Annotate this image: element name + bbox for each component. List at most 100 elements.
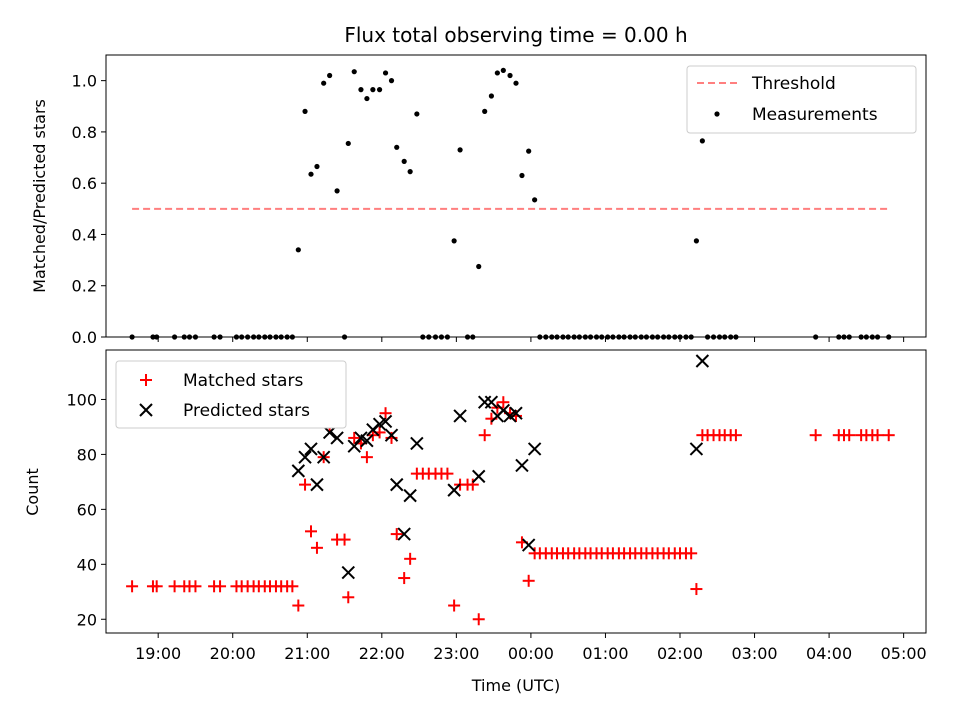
legend-predicted-swatch: [139, 403, 153, 417]
top-y-tick-label: 0.6: [72, 174, 97, 193]
predicted-stars-marker: [330, 431, 344, 445]
measurements-point: [321, 80, 327, 86]
bottom-y-tick-label: 100: [66, 390, 97, 409]
bottom-x-tick-label: 05:00: [881, 644, 927, 663]
measurements-point: [500, 67, 506, 73]
top-y-tick-label: 1.0: [72, 72, 97, 91]
measurements-point: [388, 78, 395, 84]
matched-stars-marker: [310, 541, 323, 554]
top-panel: Flux total observing time = 0.00 h 0.00.…: [30, 23, 927, 347]
measurements-point: [482, 108, 488, 114]
legend-measurements-label: Measurements: [752, 105, 878, 125]
bottom-y-tick-label: 40: [77, 555, 97, 574]
bottom-marks: [126, 354, 895, 626]
bottom-y-tick-label: 60: [77, 500, 97, 519]
matched-stars-marker: [729, 429, 742, 442]
legend-measurements-swatch: [714, 111, 720, 117]
top-marks: [129, 67, 892, 340]
legend-matched-swatch: [140, 374, 152, 386]
measurements-point: [407, 169, 413, 175]
matched-stars-marker: [497, 396, 510, 409]
top-x-ticks: [157, 337, 905, 342]
top-y-tick-label: 0.8: [72, 123, 97, 142]
predicted-stars-marker: [304, 442, 318, 456]
bottom-x-ticks: 19:00 20:00 21:00 22:00 23:00 00:00 01:00 02:00…: [135, 633, 927, 663]
top-y-ticks: 0.0 0.2 0.4 0.6 0.8 1.0: [72, 72, 106, 347]
measurements-point: [327, 72, 333, 79]
measurements-point: [334, 188, 340, 194]
predicted-stars-marker: [695, 354, 710, 368]
matched-stars-marker: [448, 599, 461, 612]
predicted-stars-marker: [378, 414, 393, 429]
predicted-stars-marker: [390, 477, 404, 492]
predicted-stars-marker: [410, 436, 424, 451]
measurements-point: [414, 111, 420, 117]
matched-stars-marker: [390, 528, 403, 541]
matched-stars-marker: [478, 429, 491, 442]
matched-stars-marker: [342, 591, 355, 604]
predicted-stars-marker: [316, 450, 331, 464]
matched-stars-marker: [189, 580, 202, 593]
matched-stars-marker: [882, 429, 895, 442]
matched-stars-marker: [348, 431, 361, 444]
predicted-stars-marker: [360, 433, 374, 448]
matched-stars-marker: [522, 574, 535, 587]
top-y-tick-label: 0.2: [72, 277, 97, 296]
bottom-legend-box: [115, 360, 347, 429]
measurements-point: [302, 108, 308, 114]
matched-stars-marker: [690, 583, 703, 596]
predicted-stars-marker: [527, 442, 542, 456]
matched-stars-marker: [871, 429, 884, 442]
matched-stars-marker: [379, 407, 392, 420]
measurements-point: [358, 87, 364, 93]
measurements-point: [451, 238, 457, 244]
top-chart-title: Flux total observing time = 0.00 h: [344, 23, 687, 47]
measurements-point: [364, 95, 370, 102]
top-legend: Threshold Measurements: [686, 65, 917, 134]
bottom-x-tick-label: 04:00: [806, 644, 852, 663]
measurements-point: [693, 238, 700, 244]
measurements-point: [526, 148, 532, 154]
bottom-y-ticks: 20 40 60 80 100: [66, 390, 106, 629]
measurements-point: [519, 172, 525, 179]
matched-stars-marker: [685, 547, 698, 560]
matched-stars-marker: [299, 478, 312, 491]
measurements-point: [532, 197, 538, 203]
measurements-point: [401, 158, 407, 164]
matched-stars-marker: [472, 613, 485, 626]
measurements-point: [699, 138, 705, 144]
predicted-stars-marker: [447, 483, 461, 497]
predicted-stars-marker: [384, 428, 399, 442]
measurements-point: [494, 70, 500, 76]
predicted-stars-marker: [472, 469, 486, 484]
predicted-stars-marker: [509, 406, 523, 420]
predicted-stars-marker: [403, 488, 417, 503]
legend-matched-label: Matched stars: [183, 371, 303, 391]
matched-stars-marker: [441, 467, 454, 480]
measurements-point: [394, 144, 400, 150]
bottom-x-tick-label: 00:00: [508, 644, 554, 663]
measurements-point: [513, 80, 519, 86]
bottom-x-tick-label: 02:00: [657, 644, 703, 663]
top-axes-frame: [105, 54, 927, 338]
measurements-point: [382, 70, 389, 76]
measurements-point: [308, 171, 314, 177]
top-y-tick-label: 0.0: [72, 328, 97, 347]
predicted-stars-marker: [347, 439, 361, 453]
predicted-stars-marker: [689, 442, 704, 456]
bottom-legend: Matched stars Predicted stars: [115, 360, 347, 429]
measurements-point: [488, 93, 494, 99]
bottom-y-axis-label: Count: [23, 468, 42, 516]
predicted-stars-marker: [291, 464, 306, 478]
bottom-x-tick-label: 23:00: [433, 644, 479, 663]
measurements-point: [457, 147, 463, 153]
predicted-stars-marker: [397, 527, 411, 541]
bottom-x-axis-label: Time (UTC): [471, 676, 560, 695]
predicted-stars-marker: [521, 538, 536, 552]
measurements-point: [476, 263, 482, 270]
top-legend-box: [686, 65, 917, 134]
matched-stars-marker: [466, 478, 479, 491]
matched-stars-marker: [214, 580, 227, 593]
top-y-tick-label: 0.4: [72, 225, 97, 244]
